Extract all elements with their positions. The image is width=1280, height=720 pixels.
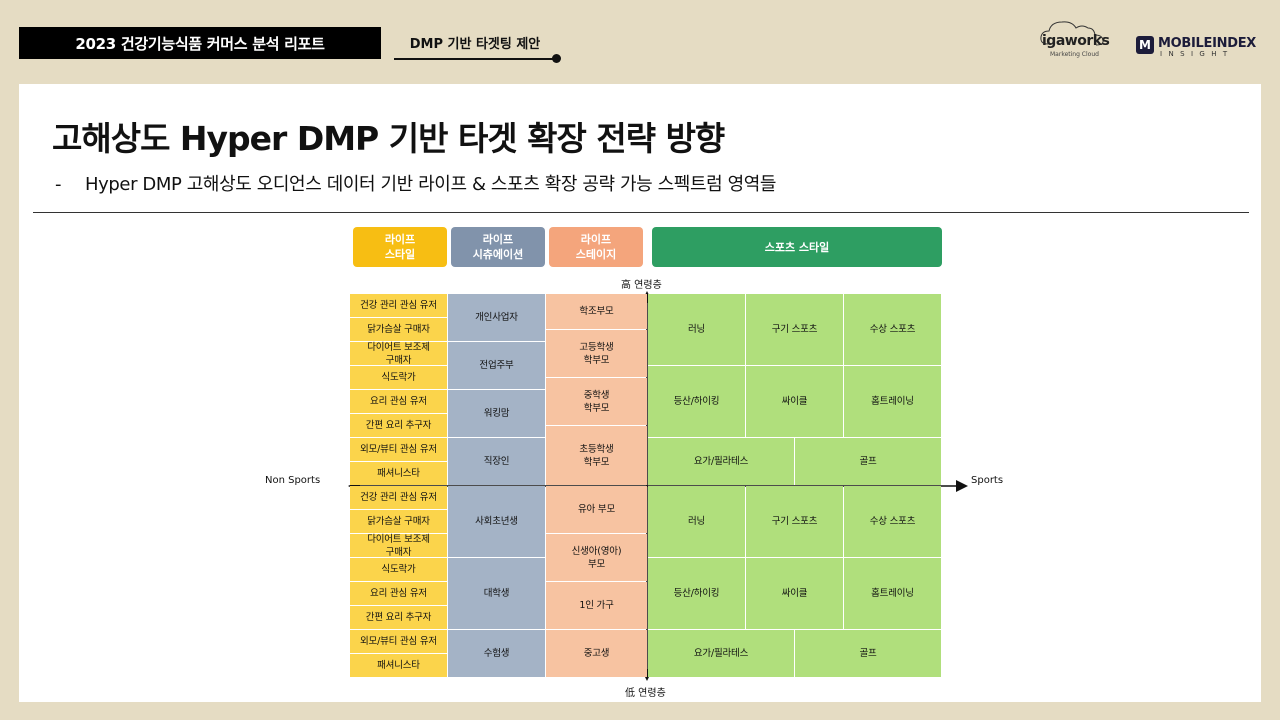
- life-stage-cell: 1인 가구: [546, 582, 647, 629]
- legend-life-style: 라이프 스타일: [353, 227, 447, 267]
- life-style-cell: 간편 요리 추구자: [350, 606, 447, 629]
- life-style-cell: 외모/뷰티 관심 유저: [350, 630, 447, 653]
- mobileindex-tagline: INSIGHT: [1160, 50, 1234, 58]
- mobileindex-wordmark: MOBILEINDEX: [1158, 36, 1257, 51]
- sports-cell: 구기 스포츠: [746, 486, 843, 557]
- sports-cell: 러닝: [648, 294, 745, 365]
- sports-cell: 러닝: [648, 486, 745, 557]
- cloud-icon: [1040, 21, 1104, 46]
- life-style-cell: 요리 관심 유저: [350, 390, 447, 413]
- life-style-cell: 패셔니스타: [350, 462, 447, 485]
- igaworks-wordmark: igaworks: [1042, 33, 1110, 49]
- life-style-cell: 건강 관리 관심 유저: [350, 486, 447, 509]
- life-style-cell: 닭가슴살 구매자: [350, 510, 447, 533]
- sports-cell: 골프: [795, 630, 941, 677]
- report-title-badge: 2023 건강기능식품 커머스 분석 리포트: [19, 27, 381, 59]
- sports-cell: 등산/하이킹: [648, 558, 745, 629]
- life-style-cell: 패셔니스타: [350, 654, 447, 677]
- igaworks-tagline: Marketing Cloud: [1050, 51, 1099, 58]
- life-style-cell: 다이어트 보조제 구매자: [350, 534, 447, 558]
- sports-cell: 등산/하이킹: [648, 366, 745, 437]
- life-style-cell: 닭가슴살 구매자: [350, 318, 447, 341]
- title-divider: [33, 212, 1249, 213]
- subtitle-text: Hyper DMP 고해상도 오디언스 데이터 기반 라이프 & 스포츠 확장 …: [85, 174, 777, 195]
- sports-cell: 수상 스포츠: [844, 294, 941, 365]
- sports-cell: 홈트레이닝: [844, 558, 941, 629]
- axis-label-right: Sports: [971, 475, 1004, 486]
- life-style-cell: 외모/뷰티 관심 유저: [350, 438, 447, 461]
- axis-label-left: Non Sports: [265, 475, 321, 486]
- sports-cell: 요가/필라테스: [648, 438, 794, 485]
- life-style-cell: 식도락가: [350, 558, 447, 581]
- section-title: DMP 기반 타겟팅 제안: [409, 37, 541, 52]
- axis-label-bottom: 低 연령층: [625, 688, 666, 699]
- life-stage-cell: 신생아(영아) 부모: [546, 534, 647, 581]
- sports-cell: 골프: [795, 438, 941, 485]
- life-stage-cell: 초등학생 학부모: [546, 426, 647, 485]
- life-situation-cell: 수험생: [448, 630, 545, 677]
- sports-cell: 홈트레이닝: [844, 366, 941, 437]
- life-stage-cell: 유아 부모: [546, 486, 647, 533]
- section-underline-dot: [552, 54, 561, 63]
- life-situation-cell: 전업주부: [448, 342, 545, 389]
- axis-label-top: 高 연령층: [621, 280, 662, 291]
- life-style-cell: 건강 관리 관심 유저: [350, 294, 447, 317]
- legend-life-stage: 라이프 스테이지: [549, 227, 643, 267]
- life-style-cell: 식도락가: [350, 366, 447, 389]
- life-style-cell: 간편 요리 추구자: [350, 414, 447, 437]
- sports-cell: 요가/필라테스: [648, 630, 794, 677]
- page-subtitle: - Hyper DMP 고해상도 오디언스 데이터 기반 라이프 & 스포츠 확장…: [55, 170, 776, 196]
- legend-life-situation: 라이프 시츄에이션: [451, 227, 545, 267]
- mobileindex-logo: M MOBILEINDEX INSIGHT: [1136, 35, 1256, 61]
- life-situation-cell: 직장인: [448, 438, 545, 485]
- sports-cell: 싸이클: [746, 366, 843, 437]
- life-style-cell: 다이어트 보조제 구매자: [350, 342, 447, 366]
- life-stage-cell: 고등학생 학부모: [546, 330, 647, 377]
- life-situation-cell: 워킹맘: [448, 390, 545, 437]
- life-situation-cell: 대학생: [448, 558, 545, 629]
- section-underline: [394, 58, 554, 60]
- sports-cell: 싸이클: [746, 558, 843, 629]
- igaworks-logo: igaworks Marketing Cloud: [1038, 18, 1116, 62]
- sports-cell: 수상 스포츠: [844, 486, 941, 557]
- life-stage-cell: 학조부모: [546, 294, 647, 329]
- content-panel: 고해상도 Hyper DMP 기반 타겟 확장 전략 방향 - Hyper DMP…: [19, 84, 1261, 702]
- life-stage-cell: 중고생: [546, 630, 647, 677]
- page-title: 고해상도 Hyper DMP 기반 타겟 확장 전략 방향: [52, 119, 725, 158]
- legend-sports-style: 스포츠 스타일: [652, 227, 942, 267]
- life-style-cell: 요리 관심 유저: [350, 582, 447, 605]
- sports-cell: 구기 스포츠: [746, 294, 843, 365]
- life-situation-cell: 사회초년생: [448, 486, 545, 557]
- subtitle-dash: -: [55, 174, 62, 195]
- mobileindex-mark-icon: M: [1136, 36, 1154, 54]
- life-situation-cell: 개인사업자: [448, 294, 545, 341]
- life-stage-cell: 중학생 학부모: [546, 378, 647, 425]
